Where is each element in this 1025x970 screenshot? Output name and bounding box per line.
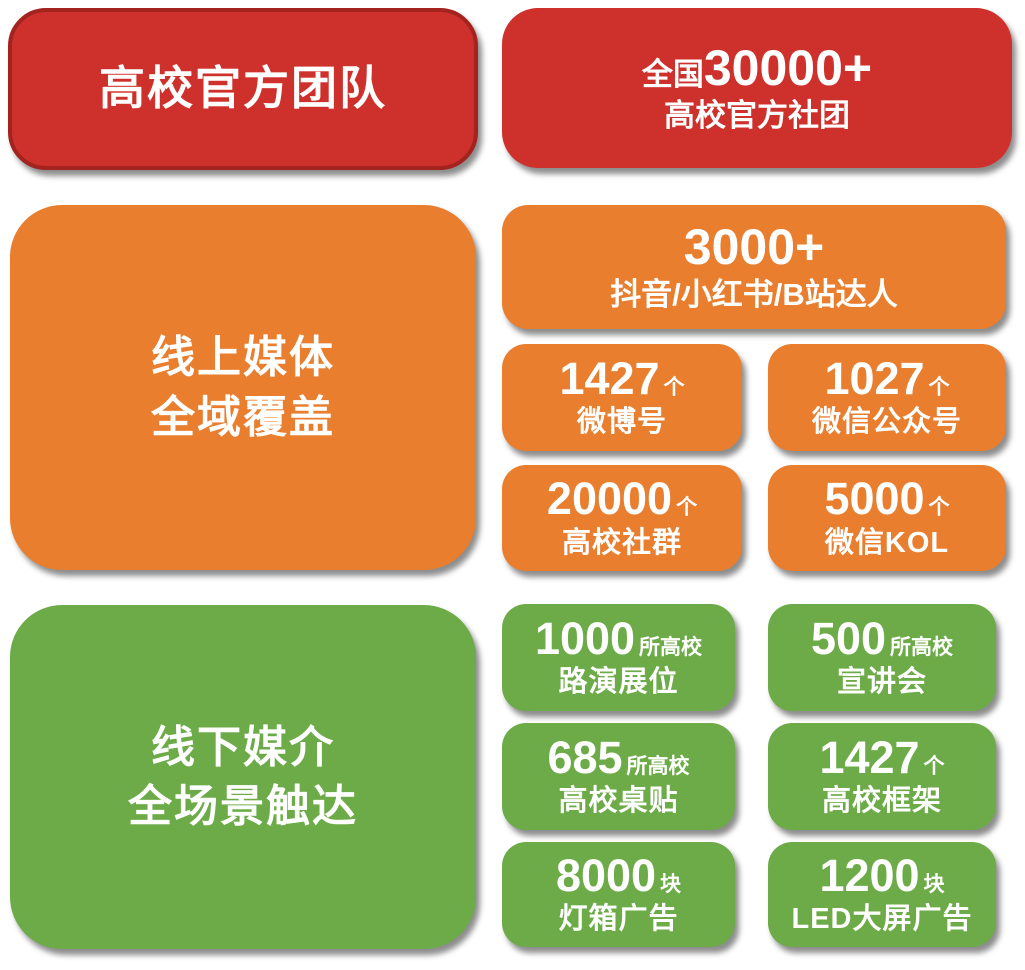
info-session-number-row: 500 所高校 [810, 612, 954, 664]
national-clubs-stat-box: 全国 30000+ 高校官方社团 [502, 8, 1012, 168]
stat-prefix: 全国 [641, 57, 704, 93]
wechat-kol-stat-box: 5000 个 微信KOL [768, 465, 1006, 571]
campus-frame-stat-box: 1427 个 高校框架 [768, 723, 996, 830]
info-session-unit: 所高校 [890, 635, 954, 659]
offline-media-title: 线下媒介 全场景触达 [128, 718, 358, 837]
campus-community-number-row: 20000 个 [546, 473, 698, 525]
roadshow-unit: 所高校 [639, 635, 703, 659]
offline-media-title-line1: 线下媒介 [151, 722, 335, 772]
weibo-label: 微博号 [576, 406, 667, 439]
weibo-stat-box: 1427 个 微博号 [502, 344, 742, 451]
offline-media-title-line2: 全场景触达 [128, 782, 358, 831]
campus-frame-unit: 个 [923, 754, 945, 778]
led-screen-unit: 块 [923, 872, 945, 896]
stat-number: 30000+ [703, 40, 873, 97]
lightbox-ad-stat-box: 8000 块 灯箱广告 [502, 842, 735, 947]
campus-community-label: 高校社群 [561, 526, 682, 559]
wechat-official-stat-box: 1027 个 微信公众号 [768, 344, 1006, 451]
weibo-unit: 个 [663, 375, 685, 399]
info-session-label: 宣讲会 [836, 666, 927, 699]
info-session-stat-box: 500 所高校 宣讲会 [768, 604, 996, 711]
lightbox-ad-number-row: 8000 块 [555, 849, 682, 901]
wechat-kol-number-row: 5000 个 [824, 473, 950, 525]
campus-frame-number: 1427 [819, 731, 920, 783]
lightbox-ad-label: 灯箱广告 [558, 903, 679, 936]
desk-sticker-stat-box: 685 所高校 高校桌贴 [502, 723, 735, 830]
lightbox-ad-unit: 块 [660, 872, 682, 896]
wechat-official-number-row: 1027 个 [824, 352, 950, 404]
led-screen-stat-box: 1200 块 LED大屏广告 [768, 842, 996, 947]
official-team-header-box: 高校官方团队 [8, 8, 478, 170]
influencers-stat-box: 3000+ 抖音/小红书/B站达人 [502, 205, 1006, 329]
offline-media-section-box: 线下媒介 全场景触达 [10, 605, 476, 949]
wechat-official-label: 微信公众号 [811, 406, 962, 439]
lightbox-ad-number: 8000 [555, 849, 657, 901]
influencers-number: 3000+ [683, 219, 825, 276]
wechat-kol-label: 微信KOL [824, 526, 950, 559]
campus-frame-label: 高校框架 [821, 785, 942, 818]
roadshow-stat-box: 1000 所高校 路演展位 [502, 604, 735, 711]
wechat-kol-number: 5000 [824, 473, 925, 525]
campus-community-number: 20000 [546, 473, 673, 525]
led-screen-label: LED大屏广告 [791, 903, 973, 936]
online-media-title-line1: 线上媒体 [151, 333, 335, 383]
weibo-number: 1427 [559, 352, 660, 404]
national-clubs-stat-line: 全国 30000+ [642, 42, 872, 95]
influencers-label: 抖音/小红书/B站达人 [610, 276, 898, 312]
campus-community-stat-box: 20000 个 高校社群 [502, 465, 742, 571]
desk-sticker-number: 685 [547, 731, 623, 783]
online-media-title: 线上媒体 全域覆盖 [151, 328, 335, 447]
wechat-official-unit: 个 [928, 375, 950, 399]
official-team-title: 高校官方团队 [99, 62, 387, 115]
desk-sticker-number-row: 685 所高校 [547, 731, 690, 783]
online-media-title-line2: 全域覆盖 [151, 392, 335, 442]
online-media-section-box: 线上媒体 全域覆盖 [10, 205, 476, 570]
campus-frame-number-row: 1427 个 [819, 731, 945, 783]
roadshow-number: 1000 [534, 612, 636, 664]
wechat-official-number: 1027 [824, 352, 925, 404]
campus-community-unit: 个 [676, 496, 698, 520]
led-screen-number-row: 1200 块 [819, 849, 945, 901]
stat-label: 高校官方社团 [664, 97, 850, 133]
weibo-number-row: 1427 个 [559, 352, 685, 404]
desk-sticker-label: 高校桌贴 [558, 785, 679, 818]
led-screen-number: 1200 [819, 849, 920, 901]
roadshow-number-row: 1000 所高校 [534, 612, 703, 664]
roadshow-label: 路演展位 [558, 666, 679, 699]
wechat-kol-unit: 个 [928, 496, 950, 520]
desk-sticker-unit: 所高校 [626, 754, 690, 778]
info-session-number: 500 [810, 612, 887, 664]
